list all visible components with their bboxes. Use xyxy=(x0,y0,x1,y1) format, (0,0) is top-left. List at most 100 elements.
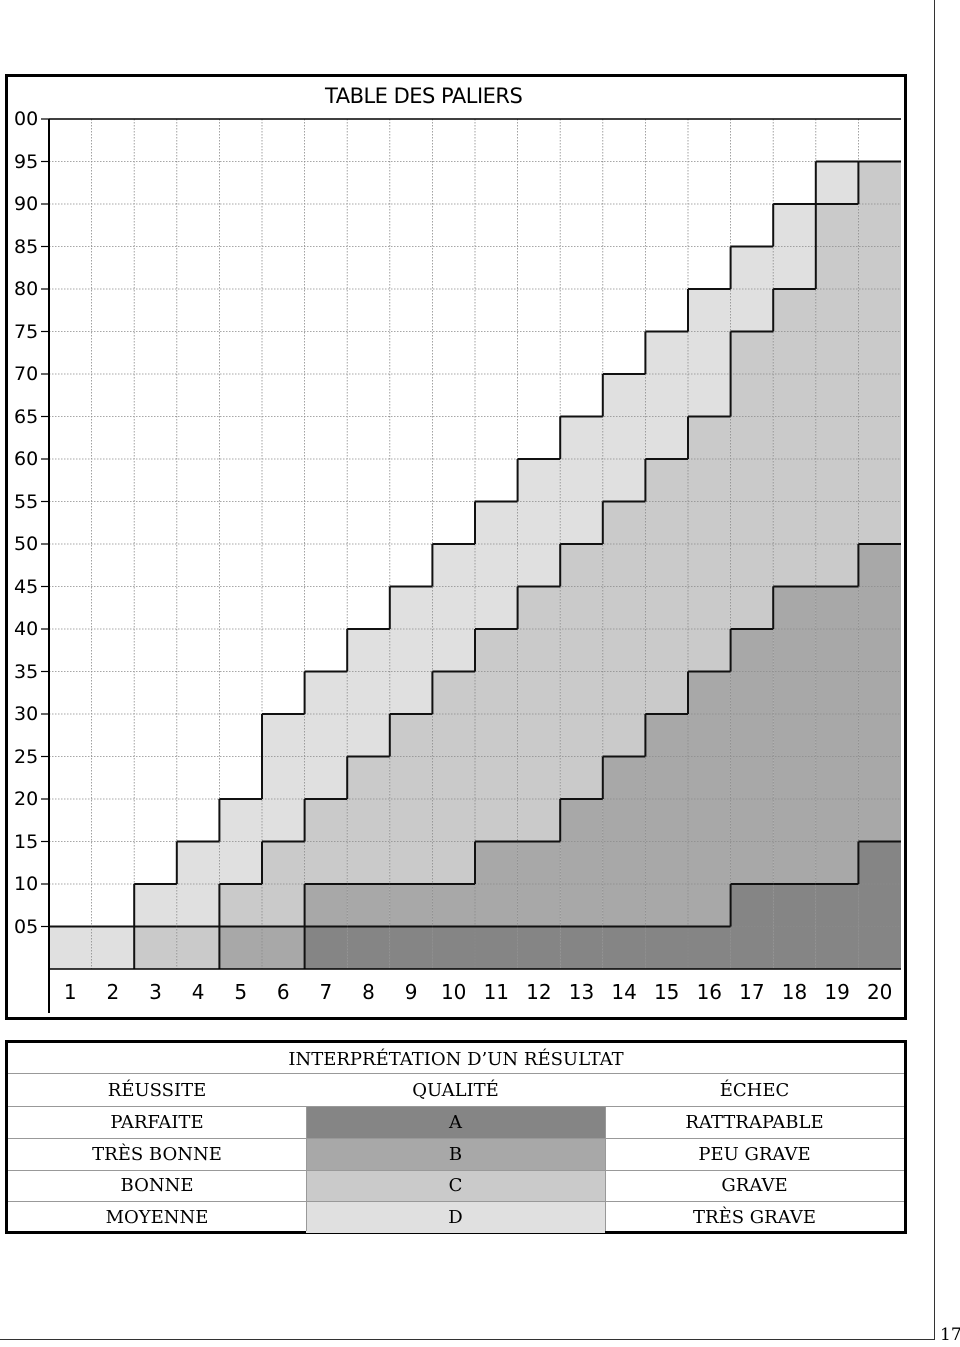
grid-cell xyxy=(49,374,92,417)
grid-cell xyxy=(304,544,348,587)
grid-cell xyxy=(858,714,901,757)
grid-cell xyxy=(219,544,262,587)
grid-cell xyxy=(645,204,688,247)
grid-cell xyxy=(602,586,646,629)
grid-cell xyxy=(219,671,262,714)
x-tick-label: 1 xyxy=(63,980,77,1004)
grid-cell xyxy=(262,204,305,247)
x-tick-label: 15 xyxy=(653,980,680,1004)
grid-cell xyxy=(304,884,348,927)
grid-cell xyxy=(858,756,901,799)
grid-cell xyxy=(219,629,262,672)
grid-cell xyxy=(517,416,561,459)
grid-cell xyxy=(858,841,901,884)
grid-cell xyxy=(645,884,688,927)
grid-cell xyxy=(347,671,390,714)
grid-cell xyxy=(49,544,92,587)
grid-cell xyxy=(858,119,901,162)
grid-cell xyxy=(347,331,390,374)
x-tick-label: 14 xyxy=(611,980,637,1004)
grid-cell xyxy=(560,926,603,969)
grid-cell xyxy=(262,161,305,204)
grid-cell xyxy=(688,926,731,969)
grid-cell xyxy=(176,246,220,289)
grid-cell xyxy=(475,841,518,884)
grid-cell xyxy=(475,884,518,927)
grid-cell xyxy=(475,671,518,714)
grid-cell xyxy=(91,756,135,799)
grid-cell xyxy=(91,501,135,544)
grid-cell xyxy=(91,629,135,672)
grid-cell xyxy=(134,714,177,757)
grid-cell xyxy=(602,884,646,927)
grid-cell xyxy=(602,119,646,162)
grid-cell xyxy=(389,926,433,969)
grid-cell xyxy=(602,501,646,544)
grid-cell xyxy=(304,926,348,969)
grid-cell xyxy=(560,841,603,884)
grid-cell xyxy=(517,841,561,884)
grid-cell xyxy=(645,501,688,544)
grid-cell xyxy=(475,501,518,544)
grid-cell xyxy=(432,416,475,459)
grid-cell xyxy=(262,416,305,459)
grid-cell xyxy=(602,671,646,714)
grid-cell xyxy=(517,246,561,289)
grid-cell xyxy=(517,374,561,417)
grid-cell xyxy=(858,459,901,502)
grid-cell xyxy=(858,204,901,247)
header-echec: ÉCHEC xyxy=(719,1080,790,1101)
grid-cell xyxy=(389,629,433,672)
grid-cell xyxy=(347,459,390,502)
grid-cell xyxy=(815,459,859,502)
grid-cell xyxy=(389,671,433,714)
grid-cell xyxy=(730,204,774,247)
grid-cell xyxy=(602,926,646,969)
grid-cell xyxy=(49,459,92,502)
x-tick-label: 10 xyxy=(440,980,467,1004)
grid-cell xyxy=(219,459,262,502)
grid-cell xyxy=(773,841,816,884)
grid-cell xyxy=(517,289,561,332)
grid-cell xyxy=(219,204,262,247)
grid-cell xyxy=(389,544,433,587)
grid-cell xyxy=(560,416,603,459)
grid-cell xyxy=(347,374,390,417)
grid-cell xyxy=(815,714,859,757)
grid-cell xyxy=(688,756,731,799)
grid-cell xyxy=(134,161,177,204)
grid-cell xyxy=(347,756,390,799)
grid-cell xyxy=(730,714,774,757)
grid-cell xyxy=(730,331,774,374)
grid-cell xyxy=(773,204,816,247)
grid-cell xyxy=(49,926,92,969)
grid-cell xyxy=(730,289,774,332)
grid-cell xyxy=(773,544,816,587)
legend-title: INTERPRÉTATION D’UN RÉSULTAT xyxy=(288,1049,624,1070)
grid-cell xyxy=(176,204,220,247)
grid-cell xyxy=(858,586,901,629)
grid-cell xyxy=(389,416,433,459)
grid-cell xyxy=(347,884,390,927)
grid-cell xyxy=(91,671,135,714)
grid-cell xyxy=(49,756,92,799)
grid-cell xyxy=(688,459,731,502)
grid-cell xyxy=(858,799,901,842)
grid-cell xyxy=(304,629,348,672)
grid-cell xyxy=(517,926,561,969)
grid-cell xyxy=(773,714,816,757)
x-tick-label: 19 xyxy=(824,980,850,1004)
grid-cell xyxy=(560,629,603,672)
grid-cell xyxy=(815,884,859,927)
grid-cell xyxy=(304,714,348,757)
grid-cell xyxy=(304,204,348,247)
grid-cell xyxy=(645,374,688,417)
grid-cell xyxy=(134,289,177,332)
grid-cell xyxy=(602,331,646,374)
grid-cell xyxy=(688,204,731,247)
grid-cell xyxy=(91,374,135,417)
grid-cell xyxy=(304,416,348,459)
grid-cell xyxy=(389,459,433,502)
grid-cell xyxy=(688,671,731,714)
grid-cell xyxy=(219,586,262,629)
